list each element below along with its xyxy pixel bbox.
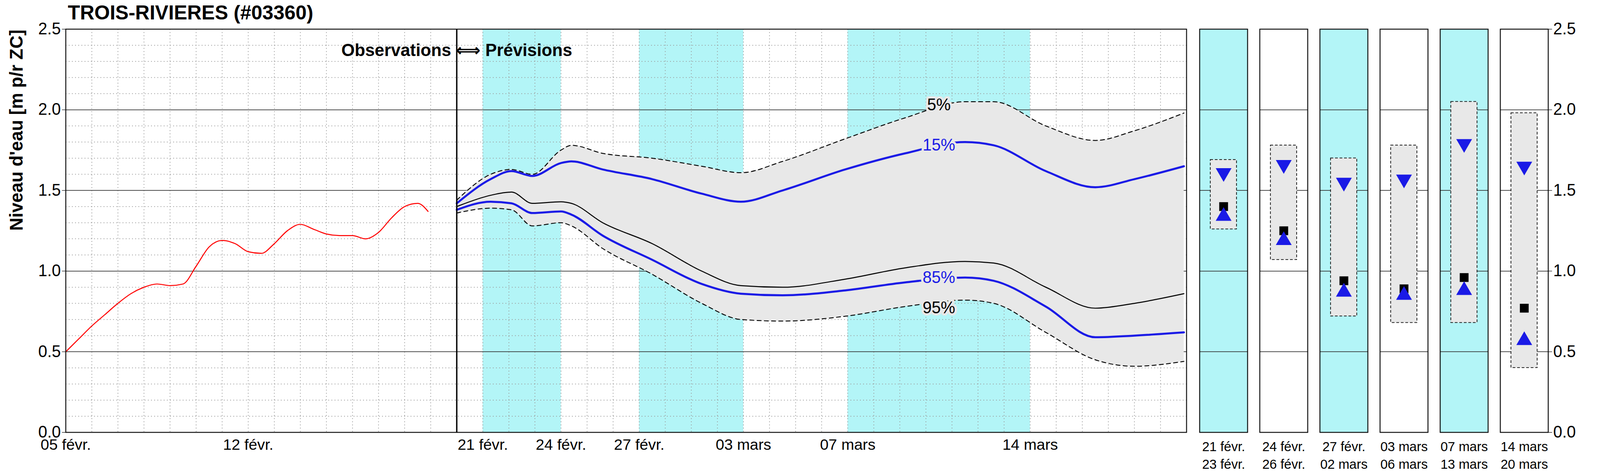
svg-text:24 févr.26 févr.: 24 févr.26 févr.: [1262, 439, 1306, 472]
svg-text:2.5: 2.5: [37, 19, 61, 38]
svg-text:21 févr.: 21 févr.: [457, 435, 509, 454]
svg-text:2.5: 2.5: [1553, 19, 1577, 38]
svg-text:2.0: 2.0: [37, 99, 61, 119]
svg-text:12 févr.: 12 févr.: [222, 435, 274, 454]
html-text:TROIS-RIVIERES (#03360): TROIS-RIVIERES (#03360): [67, 1, 314, 24]
svg-text:1.5: 1.5: [1553, 180, 1577, 200]
svg-text:0.5: 0.5: [1553, 342, 1577, 361]
svg-text:5%: 5%: [927, 95, 951, 114]
svg-text:07 mars: 07 mars: [820, 435, 876, 454]
svg-text:15%: 15%: [922, 135, 956, 155]
svg-text:03 mars06 mars: 03 mars06 mars: [1380, 439, 1428, 472]
svg-text:27 févr.: 27 févr.: [613, 435, 665, 454]
svg-text:0.0: 0.0: [1553, 422, 1577, 442]
svg-text:85%: 85%: [922, 267, 956, 287]
svg-text:14 mars: 14 mars: [1002, 435, 1058, 454]
svg-text:14 mars20 mars: 14 mars20 mars: [1500, 439, 1549, 472]
svg-text:0.5: 0.5: [37, 342, 61, 361]
svg-text:24 févr.: 24 févr.: [535, 435, 587, 454]
svg-text:27 févr.02 mars: 27 févr.02 mars: [1320, 439, 1368, 472]
svg-text:05 févr.: 05 févr.: [40, 435, 92, 454]
svg-text:0.0: 0.0: [38, 422, 61, 442]
svg-text:Observations ⟺ Prévisions: Observations ⟺ Prévisions: [341, 40, 573, 60]
svg-text:Niveau d'eau [m p/r ZC]: Niveau d'eau [m p/r ZC]: [6, 29, 27, 231]
svg-text:95%: 95%: [922, 298, 956, 317]
svg-text:21 févr.23 févr.: 21 févr.23 févr.: [1202, 439, 1246, 472]
svg-text:1.0: 1.0: [37, 261, 61, 280]
svg-text:1.0: 1.0: [1553, 261, 1577, 280]
svg-text:2.0: 2.0: [1553, 99, 1577, 119]
svg-text:1.5: 1.5: [37, 180, 61, 200]
svg-text:07 mars13 mars: 07 mars13 mars: [1440, 439, 1488, 472]
svg-text:03 mars: 03 mars: [715, 435, 772, 454]
